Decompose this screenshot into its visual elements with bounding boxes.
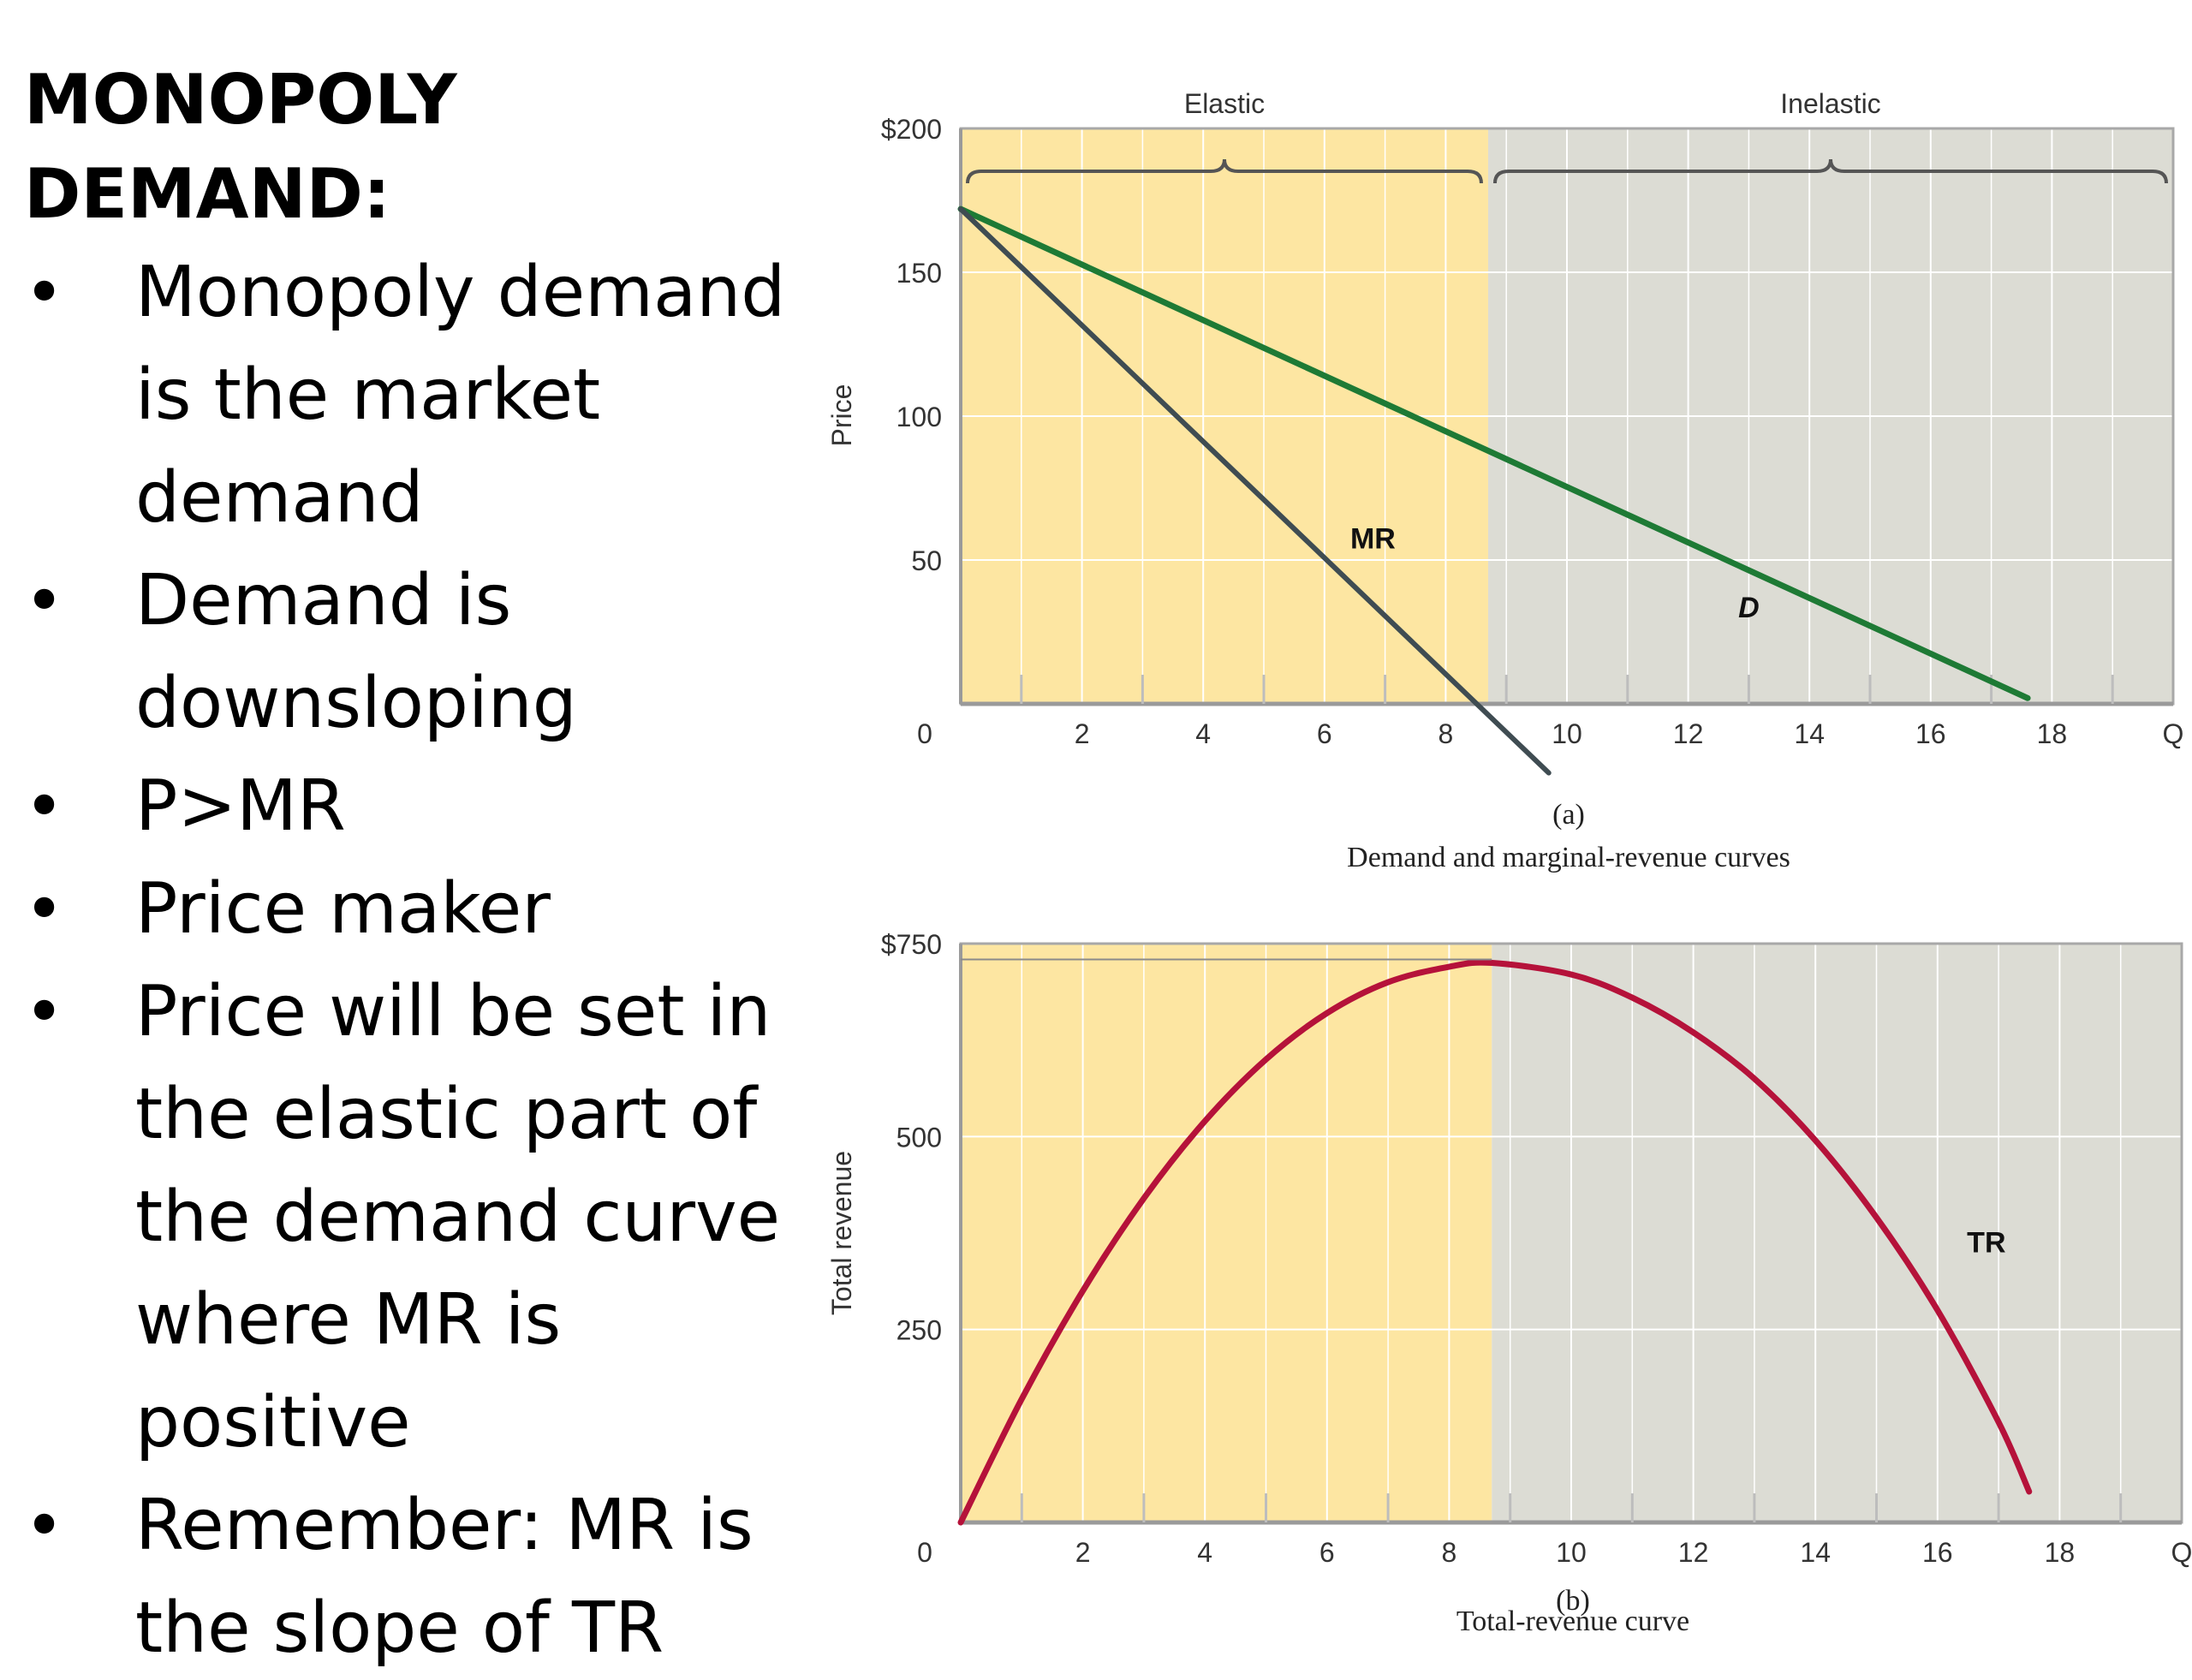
x-tick-label: 18 <box>2037 718 2068 749</box>
bullet-item: • Demand is downsloping <box>24 550 846 755</box>
bullet-item: • Price will be set in the elastic part o… <box>24 961 846 1474</box>
bullet-dot-icon: • <box>24 766 65 846</box>
bullet-dot-icon: • <box>24 869 65 949</box>
series-line-d <box>957 206 2031 701</box>
bullet-text: Demand is downsloping <box>135 560 577 744</box>
bullet-dot-icon: • <box>24 561 65 640</box>
x-tick-label: 12 <box>1673 718 1704 749</box>
y-tick-label: $750 <box>881 929 942 960</box>
x-tick-label: 2 <box>1075 1537 1091 1568</box>
bullet-text: Price maker <box>135 868 551 950</box>
x-tick-label: Q <box>2171 1537 2192 1568</box>
y-tick-label: 250 <box>896 1315 942 1346</box>
bullet-list: • Monopoly demand is the market demand • De… <box>24 241 846 1680</box>
region-elastic <box>961 944 1492 1522</box>
chart-demand-mr: 0 2 4 6 8 10 12 14 16 18 Q $200 150 100 50 Price Elastic… <box>826 88 2183 873</box>
x-tick-label: 6 <box>1317 718 1332 749</box>
chart-caption: Total-revenue curve <box>1456 1606 1689 1637</box>
region-brace-inelastic <box>1492 158 2168 184</box>
series-label-d: D <box>1738 592 1760 624</box>
x-tick-label: 10 <box>1552 718 1582 749</box>
charts: 0 2 4 6 8 10 12 14 16 18 Q$20015010050PriceElastic… <box>826 88 2192 1637</box>
x-tick-label: 4 <box>1197 1537 1212 1568</box>
region-brace-elastic <box>966 158 1483 184</box>
x-tick-label: 16 <box>1915 718 1946 749</box>
x-tick-label: 16 <box>1922 1537 1953 1568</box>
bullet-dot-icon: • <box>24 1486 65 1565</box>
bullet-dot-icon: • <box>24 253 65 332</box>
x-tick-label: 18 <box>2045 1537 2076 1568</box>
x-tick-label: 14 <box>1800 1537 1831 1568</box>
bullet-item: • Monopoly demand is the market demand <box>24 241 846 550</box>
y-axis-label: Total revenue <box>826 1151 857 1315</box>
chart-total-revenue: 0 2 4 6 8 10 12 14 16 18 Q $750 500 250 Total revenue T… <box>826 929 2192 1637</box>
x-tick-label: 0 <box>917 1537 932 1568</box>
series-label-mr: MR <box>1350 523 1396 556</box>
region-inelastic <box>1492 944 2182 1522</box>
region-label-elastic: Elastic <box>1184 88 1265 119</box>
x-tick-label: 14 <box>1794 718 1825 749</box>
x-tick-label: 6 <box>1319 1537 1335 1568</box>
y-tick-label: 50 <box>911 545 942 576</box>
x-tick-label: 4 <box>1195 718 1211 749</box>
x-tick-label: 8 <box>1438 718 1454 749</box>
slide-text: MONOPOLY DEMAND: • Monopoly demand is the… <box>24 53 846 1680</box>
series-line-tr <box>957 959 2033 1526</box>
x-tick-label: 10 <box>1556 1537 1587 1568</box>
bullet-text: P>MR <box>135 766 346 847</box>
y-axis-label: Price <box>826 384 857 447</box>
y-tick-label: 100 <box>896 402 942 432</box>
x-tick-label: Q <box>2163 718 2184 749</box>
x-tick-label: 12 <box>1678 1537 1709 1568</box>
bullet-text: Monopoly demand is the market demand <box>135 252 786 539</box>
region-label-inelastic: Inelastic <box>1780 88 1880 119</box>
x-tick-label: 0 <box>917 718 932 749</box>
y-tick-label: 500 <box>896 1122 942 1153</box>
slide-title: MONOPOLY DEMAND: <box>24 60 457 234</box>
y-tick-label: $200 <box>881 114 942 145</box>
series-label-tr: TR <box>1967 1227 2005 1260</box>
bullet-dot-icon: • <box>24 972 65 1051</box>
y-tick-label: 150 <box>896 258 942 289</box>
bullet-item: • P>MR <box>24 755 846 858</box>
series-line-mr <box>958 206 1552 776</box>
chart-caption-letter: (b) <box>1556 1585 1590 1617</box>
x-tick-label: 8 <box>1442 1537 1457 1568</box>
x-tick-label: 2 <box>1075 718 1090 749</box>
chart-caption-letter: (a) <box>1552 799 1585 831</box>
chart-caption: Demand and marginal-revenue curves <box>1347 842 1790 873</box>
bullet-text: Price will be set in the elastic part of… <box>135 971 781 1463</box>
bullet-item: • Price maker <box>24 858 846 961</box>
